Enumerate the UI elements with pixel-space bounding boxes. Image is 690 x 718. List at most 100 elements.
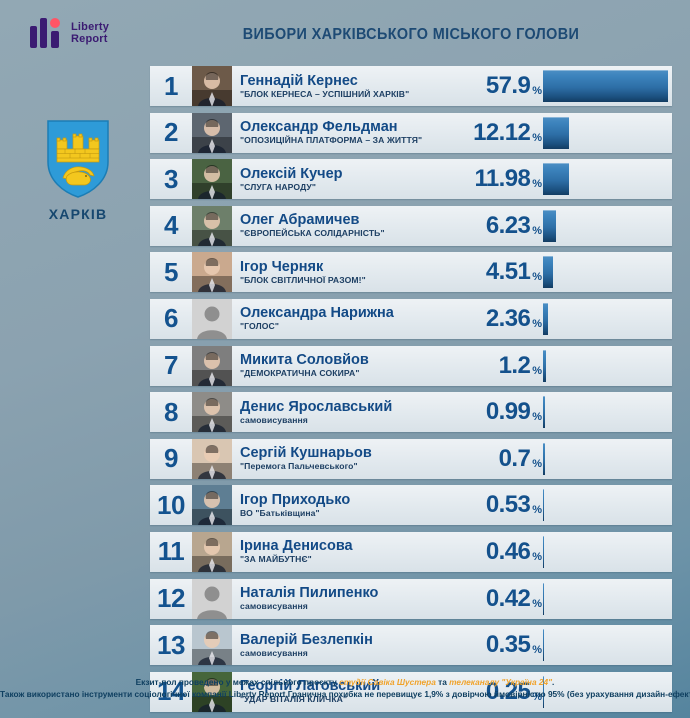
candidate-row: 14 Георгій Лаговський "УДАР ВІТАЛІЯ КЛИЧКА… [150, 671, 672, 712]
candidate-row: 5 Ігор Черняк "БЛОК СВІТЛИЧНОЇ РАЗОМ!" 4.51… [150, 252, 672, 293]
bar-track [543, 442, 668, 475]
candidate-name: Микита Соловйов [240, 352, 369, 369]
candidate-photo [192, 485, 232, 526]
candidate-name: Олексій Кучер [240, 165, 343, 182]
candidate-rank: 3 [164, 163, 178, 194]
candidate-info: Олександр Фельдман "ОПОЗИЦІЙНА ПЛАТФОРМА … [232, 113, 672, 153]
bar-track [543, 675, 668, 708]
bar-fill [543, 349, 546, 382]
bar-track [543, 116, 668, 149]
candidate-row: 3 Олексій Кучер "СЛУГА НАРОДУ" 11.98% [150, 159, 672, 200]
candidate-photo [192, 112, 232, 153]
footer-line-2: Також використано інструменти соціологіч… [0, 688, 690, 699]
bar-track [543, 302, 668, 335]
candidate-name: Денис Ярославський [240, 398, 393, 415]
candidate-party: "СЛУГА НАРОДУ" [240, 181, 317, 192]
percent-symbol: % [532, 550, 542, 563]
candidate-party: самовисування [240, 647, 308, 658]
bar-track [543, 489, 668, 522]
candidate-rank: 13 [157, 629, 185, 660]
percent-value: 4.51 [485, 258, 531, 286]
candidate-row: 11 Ірина Денисова "ЗА МАЙБУТНЄ" 0.46% [150, 531, 672, 572]
candidate-name: Ігор Черняк [240, 258, 324, 275]
bar-track [543, 256, 668, 289]
candidate-info: Олег Абрамичев "ЄВРОПЕЙСЬКА СОЛІДАРНІСТЬ" [232, 206, 672, 246]
bar-track [543, 629, 668, 662]
candidate-row: 8 Денис Ярославський самовисування 0.99% [150, 392, 672, 433]
candidate-party: "ЗА МАЙБУТНЄ" [240, 554, 312, 565]
bar-chart-logo-icon [30, 18, 64, 48]
candidate-info: Ірина Денисова "ЗА МАЙБУТНЄ" [232, 532, 672, 572]
candidate-info: Денис Ярославський самовисування [232, 392, 672, 432]
candidate-name: Олег Абрамичев [240, 212, 360, 229]
percent-value: 11.98 [474, 165, 531, 193]
percent-value: 6.23 [485, 211, 531, 239]
candidate-row: 10 Ігор Приходько ВО "Батьківщина" 0.53% [150, 485, 672, 526]
bar-fill [543, 302, 549, 335]
footer-highlight-studio: студії Савіка Шустера [339, 677, 436, 687]
candidate-info: Валерій Безлепкін самовисування [232, 625, 672, 665]
candidate-percent: 0.35% [486, 625, 542, 665]
candidate-percent: 11.98% [474, 159, 542, 199]
logo-line-2: Report [71, 33, 108, 45]
bar-track [543, 209, 668, 242]
percent-symbol: % [532, 131, 542, 144]
candidate-row: 13 Валерій Безлепкін самовисування 0.35% [150, 625, 672, 666]
candidate-rank: 8 [164, 396, 178, 427]
candidate-party: "УДАР ВІТАЛІЯ КЛИЧКА" [240, 694, 348, 705]
candidate-row: 4 Олег Абрамичев "ЄВРОПЕЙСЬКА СОЛІДАРНІСТЬ… [150, 205, 672, 246]
bar-fill [543, 396, 546, 429]
percent-symbol: % [532, 224, 542, 237]
candidate-name: Валерій Безлепкін [240, 631, 373, 648]
bar-fill [543, 70, 668, 102]
candidate-name: Олександр Фельдман [240, 119, 398, 136]
percent-symbol: % [532, 178, 542, 191]
percent-symbol: % [532, 504, 542, 517]
kharkiv-coat-of-arms-icon [47, 120, 109, 198]
bar-fill [543, 442, 545, 475]
candidate-rank: 4 [164, 210, 178, 241]
candidate-photo [192, 671, 232, 712]
bar-fill [543, 163, 569, 196]
candidate-party: "ГОЛОС" [240, 321, 279, 332]
liberty-report-logo: Liberty Report [30, 18, 109, 48]
candidate-info: Геннадій Кернес "БЛОК КЕРНЕСА – УСПІШНИЙ … [232, 66, 672, 106]
footer-highlight-channel: телеканалу "Україна 24" [449, 677, 553, 687]
percent-symbol: % [532, 644, 542, 657]
footer-text-c: . [552, 677, 555, 687]
candidate-rank: 14 [157, 676, 185, 707]
candidate-percent: 0.25% [486, 672, 542, 712]
bar-fill [543, 629, 544, 662]
candidate-percent: 6.23% [486, 206, 542, 246]
candidate-party: "Перемога Пальчевського" [240, 461, 358, 472]
bar-fill [543, 582, 544, 615]
candidate-name: Олександра Нарижна [240, 305, 394, 322]
bar-track [543, 396, 668, 429]
percent-symbol: % [532, 597, 542, 610]
candidate-percent: 4.51% [486, 252, 542, 292]
candidate-percent: 2.36% [486, 299, 542, 339]
bar-track [543, 163, 668, 196]
city-emblem-block: ХАРКІВ [42, 118, 114, 222]
candidate-photo [192, 252, 232, 293]
candidate-percent: 57.9% [486, 66, 542, 106]
candidate-name: Ігор Приходько [240, 491, 351, 508]
logo-line-1: Liberty [71, 20, 110, 33]
percent-symbol: % [532, 317, 542, 330]
candidate-rank: 6 [164, 303, 178, 334]
candidate-info: Ігор Черняк "БЛОК СВІТЛИЧНОЇ РАЗОМ!" [232, 252, 672, 292]
candidate-row: 9 Сергій Кушнарьов "Перемога Пальчевського… [150, 438, 672, 479]
candidate-rank: 11 [157, 536, 185, 567]
percent-value: 2.36 [485, 304, 531, 332]
bar-fill [543, 116, 570, 149]
candidate-rank: 12 [157, 583, 185, 614]
bar-track [543, 535, 668, 568]
candidate-name: Георгій Лаговський [240, 678, 381, 695]
bar-fill [543, 535, 544, 568]
candidate-photo [192, 298, 232, 339]
candidate-photo [192, 205, 232, 246]
percent-value: 0.7 [498, 444, 531, 472]
percent-value: 0.25 [485, 677, 531, 705]
percent-value: 57.9 [485, 72, 531, 99]
bar-fill [543, 209, 557, 242]
